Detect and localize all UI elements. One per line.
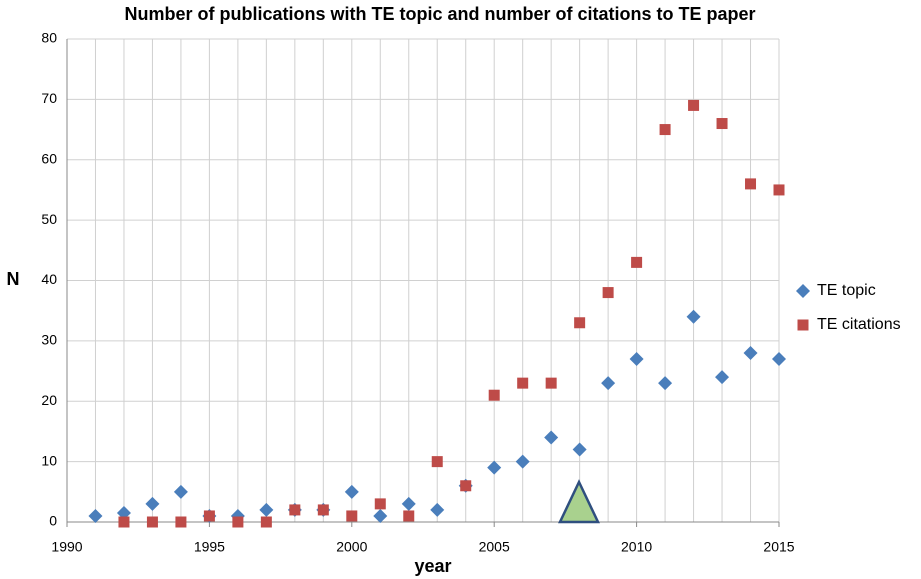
point xyxy=(715,370,730,385)
point xyxy=(686,309,701,324)
y-tick-label: 30 xyxy=(41,332,57,348)
point xyxy=(289,504,301,516)
point xyxy=(629,351,644,366)
point xyxy=(460,480,472,492)
point xyxy=(487,460,502,475)
point xyxy=(431,456,443,468)
point xyxy=(232,516,244,528)
point xyxy=(374,498,386,510)
point xyxy=(602,287,614,299)
point xyxy=(545,377,557,389)
point xyxy=(773,184,785,196)
x-tick-label: 1995 xyxy=(194,539,225,555)
point xyxy=(145,496,160,511)
point xyxy=(346,510,358,522)
y-tick-label: 60 xyxy=(41,150,57,166)
y-tick-label: 20 xyxy=(41,392,57,408)
point xyxy=(743,345,758,360)
y-tick-label: 70 xyxy=(41,90,57,106)
point xyxy=(175,516,187,528)
y-tick-label: 40 xyxy=(41,271,57,287)
point xyxy=(203,510,215,522)
point xyxy=(601,376,616,391)
point xyxy=(772,351,786,366)
x-tick-label: 2000 xyxy=(336,539,367,555)
point xyxy=(317,504,329,516)
y-tick-label: 0 xyxy=(49,513,57,529)
point xyxy=(517,377,529,389)
point xyxy=(658,376,673,391)
point xyxy=(373,508,388,523)
legend-label: TE citations xyxy=(817,316,901,333)
point xyxy=(631,256,643,268)
x-tick-label: 2010 xyxy=(621,539,652,555)
point xyxy=(259,502,274,517)
point xyxy=(544,430,559,445)
x-tick-label: 2005 xyxy=(479,539,510,555)
y-axis-title: N xyxy=(7,269,20,289)
point xyxy=(688,99,700,111)
x-tick-label: 1990 xyxy=(51,539,82,555)
triangle-annotation xyxy=(558,479,600,524)
point xyxy=(118,516,130,528)
point xyxy=(659,124,671,136)
point xyxy=(574,317,586,329)
point xyxy=(515,454,530,469)
point xyxy=(716,118,728,130)
legend-marker xyxy=(797,319,809,331)
x-tick-label: 2015 xyxy=(763,539,794,555)
y-tick-label: 50 xyxy=(41,211,57,227)
x-axis-title: year xyxy=(414,556,451,576)
point xyxy=(430,502,445,517)
point xyxy=(403,510,415,522)
chart-title: Number of publications with TE topic and… xyxy=(124,4,755,24)
point xyxy=(401,496,416,511)
legend-marker xyxy=(796,284,810,298)
point xyxy=(344,484,359,499)
point xyxy=(488,389,500,401)
point xyxy=(88,508,103,523)
point xyxy=(572,442,587,457)
point xyxy=(745,178,757,190)
legend-label: TE topic xyxy=(817,282,876,299)
y-tick-label: 80 xyxy=(41,30,57,46)
point xyxy=(116,505,131,520)
point xyxy=(173,484,188,499)
y-tick-label: 10 xyxy=(41,452,57,468)
point xyxy=(260,516,272,528)
point xyxy=(146,516,158,528)
